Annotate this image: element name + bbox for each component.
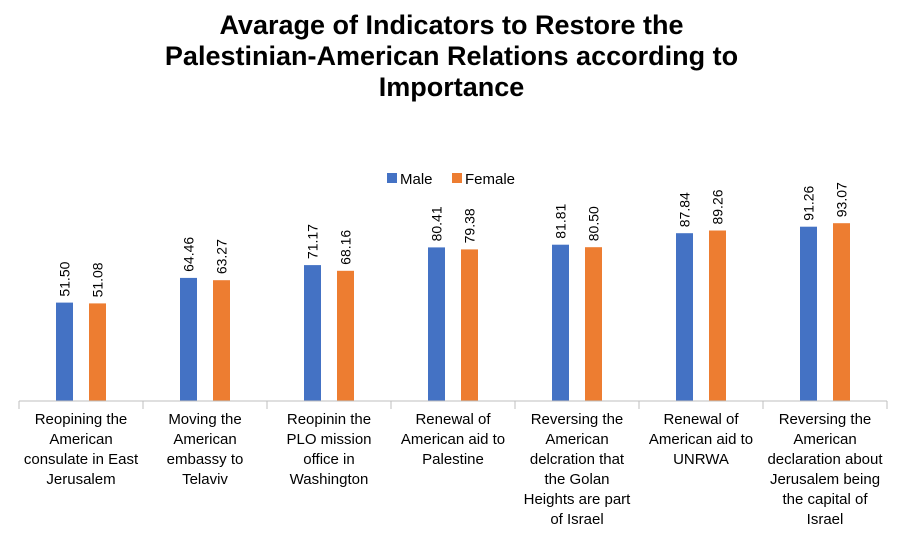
bars-group: 51.50 51.08 64.46 63.27 71.17 68.16 80.41 79.38… <box>56 182 850 401</box>
bar-male-5 <box>676 233 693 401</box>
legend-swatch-female <box>452 173 462 183</box>
bar-female-5 <box>709 230 726 401</box>
data-label-female-2: 68.16 <box>338 230 354 265</box>
chart-title-line-2: Palestinian-American Relations according… <box>164 41 739 71</box>
data-label-male-6: 91.26 <box>801 185 817 220</box>
legend-label-female: Female <box>465 171 515 188</box>
bar-female-4 <box>585 247 602 401</box>
data-label-male-2: 71.17 <box>305 224 321 259</box>
data-label-male-3: 80.41 <box>429 206 445 241</box>
data-label-male-5: 87.84 <box>677 192 693 227</box>
data-label-male-4: 81.81 <box>553 203 569 238</box>
chart-title-line-1: Avarage of Indicators to Restore the <box>219 10 684 40</box>
bar-male-6 <box>800 226 817 401</box>
legend: Male Female <box>387 171 515 188</box>
bar-male-1 <box>180 277 197 401</box>
bar-female-1 <box>213 280 230 401</box>
data-label-female-0: 51.08 <box>90 262 106 297</box>
data-label-male-0: 51.50 <box>57 261 73 296</box>
data-label-female-6: 93.07 <box>834 182 850 217</box>
data-label-female-1: 63.27 <box>214 239 230 274</box>
category-label-1: Moving the American embassy to Telaviv <box>166 411 244 488</box>
bar-male-3 <box>428 247 445 401</box>
bar-female-6 <box>833 223 850 401</box>
category-label-4: Reversing the American delcration that t… <box>523 411 631 528</box>
bar-female-0 <box>89 303 106 401</box>
category-label-3: Renewal of American aid to Palestine <box>400 411 506 468</box>
category-label-2: Reopinin the PLO mission office in Washi… <box>286 411 372 488</box>
bar-male-4 <box>552 244 569 401</box>
chart-title: Avarage of Indicators to Restore the Pal… <box>60 10 843 103</box>
data-label-female-3: 79.38 <box>462 208 478 243</box>
data-label-female-5: 89.26 <box>710 189 726 224</box>
axes-group <box>18 400 888 409</box>
legend-swatch-male <box>387 173 397 183</box>
chart-title-line-3: Importance <box>378 72 525 102</box>
category-label-0: Reopining the American consulate in East… <box>23 411 139 488</box>
data-label-male-1: 64.46 <box>181 237 197 272</box>
bar-female-3 <box>461 249 478 401</box>
bar-male-2 <box>304 265 321 401</box>
category-label-6: Reversing the American declaration about… <box>767 411 883 528</box>
bar-male-0 <box>56 302 73 401</box>
legend-label-male: Male <box>400 171 433 188</box>
data-label-female-4: 80.50 <box>586 206 602 241</box>
category-label-5: Renewal of American aid to UNRWA <box>648 411 754 468</box>
bar-female-2 <box>337 270 354 401</box>
